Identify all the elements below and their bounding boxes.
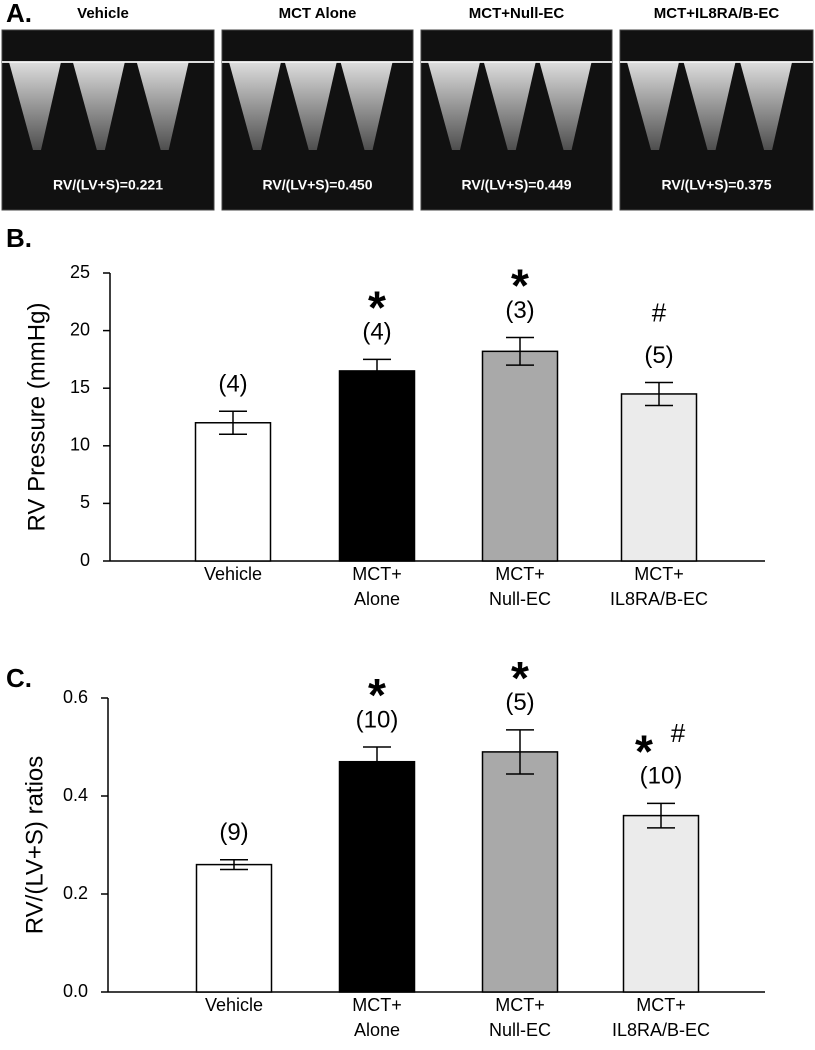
y-tick-label: 0.2 xyxy=(63,883,88,903)
significance-asterisk: * xyxy=(635,726,653,778)
y-axis-label: RV/(LV+S) ratios xyxy=(21,756,48,935)
n-label: (4) xyxy=(362,319,391,346)
image-title: MCT+IL8RA/B-EC xyxy=(654,5,780,22)
panel-label: B. xyxy=(6,223,32,253)
x-tick-label: IL8RA/B-EC xyxy=(612,1020,710,1040)
panel-label: A. xyxy=(6,0,32,28)
x-tick-label: MCT+ xyxy=(495,564,545,584)
y-tick-label: 0.0 xyxy=(63,981,88,1001)
image-title: MCT+Null-EC xyxy=(469,5,565,22)
x-tick-label: Alone xyxy=(354,589,400,609)
y-axis-label: RV Pressure (mmHg) xyxy=(23,303,50,532)
x-tick-label: MCT+ xyxy=(352,995,402,1015)
image-caption: RV/(LV+S)=0.221 xyxy=(53,177,163,193)
x-tick-label: IL8RA/B-EC xyxy=(610,589,708,609)
bar xyxy=(338,370,416,562)
y-tick-label: 10 xyxy=(70,435,90,455)
x-tick-label: MCT+ xyxy=(634,564,684,584)
image-caption: RV/(LV+S)=0.375 xyxy=(662,177,772,193)
doppler-wave xyxy=(229,62,281,150)
significance-hash: # xyxy=(652,297,667,327)
doppler-wave xyxy=(136,62,189,150)
image-caption: RV/(LV+S)=0.449 xyxy=(462,177,572,193)
bar xyxy=(481,751,559,993)
echo-image xyxy=(420,29,613,211)
image-title: MCT Alone xyxy=(279,5,357,22)
doppler-wave xyxy=(9,62,61,150)
y-tick-label: 0.6 xyxy=(63,687,88,707)
bar xyxy=(620,393,698,562)
x-tick-label: Null-EC xyxy=(489,589,551,609)
bar xyxy=(338,760,416,993)
image-title: Vehicle xyxy=(77,5,129,22)
n-label: (10) xyxy=(640,763,683,790)
x-tick-label: MCT+ xyxy=(636,995,686,1015)
bar xyxy=(194,422,272,562)
n-label: (4) xyxy=(218,371,247,398)
n-label: (9) xyxy=(219,819,248,846)
image-caption: RV/(LV+S)=0.450 xyxy=(263,177,373,193)
y-tick-label: 5 xyxy=(80,492,90,512)
x-tick-label: Vehicle xyxy=(205,995,263,1015)
n-label: (10) xyxy=(356,706,399,733)
doppler-wave xyxy=(340,62,393,150)
y-tick-label: 20 xyxy=(70,319,90,339)
n-label: (3) xyxy=(505,297,534,324)
x-tick-label: Alone xyxy=(354,1020,400,1040)
x-tick-label: Null-EC xyxy=(489,1020,551,1040)
bar xyxy=(622,814,700,993)
y-tick-label: 15 xyxy=(70,377,90,397)
x-tick-label: Vehicle xyxy=(204,564,262,584)
doppler-wave xyxy=(72,62,125,150)
significance-asterisk: * xyxy=(368,282,386,334)
y-tick-label: 25 xyxy=(70,262,90,282)
echo-image xyxy=(619,29,814,211)
bar xyxy=(195,863,273,993)
echo-image xyxy=(1,29,215,211)
n-label: (5) xyxy=(505,689,534,716)
panel-label: C. xyxy=(6,663,32,693)
doppler-wave xyxy=(627,62,679,150)
significance-asterisk: * xyxy=(511,652,529,704)
y-tick-label: 0 xyxy=(80,550,90,570)
n-label: (5) xyxy=(644,342,673,369)
significance-asterisk: * xyxy=(511,260,529,312)
doppler-wave xyxy=(740,62,793,150)
y-tick-label: 0.4 xyxy=(63,785,88,805)
doppler-wave xyxy=(539,62,592,150)
bar xyxy=(481,350,559,562)
significance-asterisk: * xyxy=(368,669,386,721)
echo-image xyxy=(221,29,414,211)
x-tick-label: MCT+ xyxy=(495,995,545,1015)
x-tick-label: MCT+ xyxy=(352,564,402,584)
doppler-wave xyxy=(683,62,736,150)
doppler-wave xyxy=(428,62,480,150)
significance-hash: # xyxy=(671,718,686,748)
doppler-wave xyxy=(284,62,337,150)
doppler-wave xyxy=(483,62,536,150)
